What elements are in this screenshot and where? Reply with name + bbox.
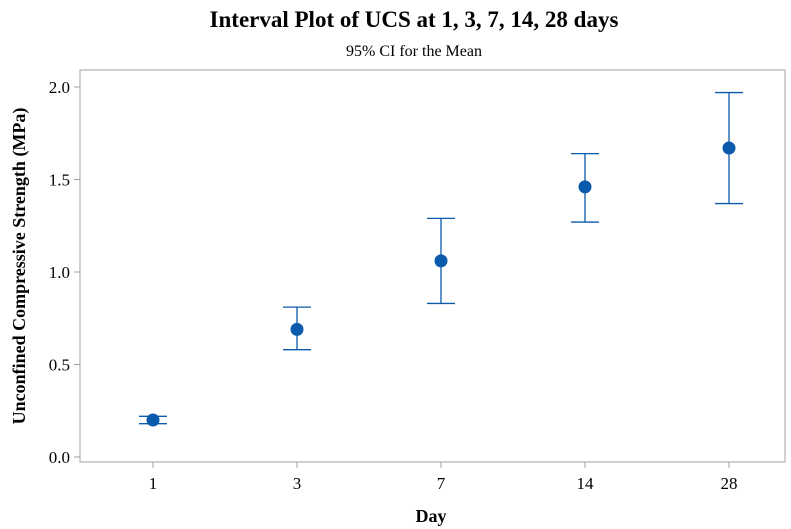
x-axis: 1 3 7 14 28 [149, 462, 738, 493]
y-tick-label: 1.0 [49, 263, 70, 282]
y-tick-label: 2.0 [49, 78, 70, 97]
mean-point [578, 180, 592, 194]
plot-frame [79, 69, 786, 463]
y-tick-label: 0.5 [49, 356, 70, 375]
x-tick-label: 14 [577, 474, 595, 493]
mean-point [722, 141, 736, 155]
x-axis-label: Day [416, 506, 447, 526]
x-tick-label: 1 [149, 474, 158, 493]
x-tick-label: 3 [293, 474, 302, 493]
data-series [139, 91, 743, 427]
y-axis-label: Unconfined Compressive Strength (MPa) [9, 108, 30, 425]
mean-point [290, 322, 304, 336]
y-tick-label: 0.0 [49, 448, 70, 467]
mean-point [434, 254, 448, 268]
x-tick-label: 28 [721, 474, 738, 493]
chart-title: Interval Plot of UCS at 1, 3, 7, 14, 28 … [210, 7, 619, 32]
x-tick-label: 7 [437, 474, 446, 493]
mean-point [146, 413, 160, 427]
y-axis: 0.0 0.5 1.0 1.5 2.0 [49, 78, 80, 467]
chart-subtitle: 95% CI for the Mean [346, 43, 482, 60]
y-tick-label: 1.5 [49, 171, 70, 190]
